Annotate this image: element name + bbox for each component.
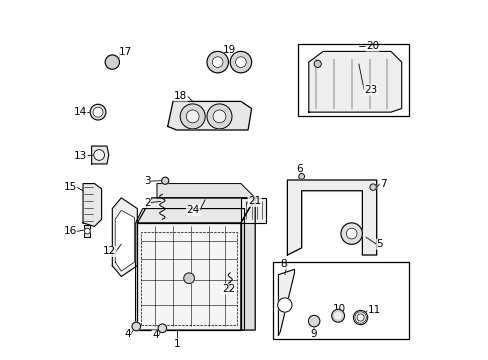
Circle shape — [277, 298, 291, 312]
Circle shape — [340, 223, 362, 244]
Polygon shape — [287, 180, 376, 255]
Text: 16: 16 — [63, 226, 77, 237]
Circle shape — [94, 150, 104, 160]
Text: 10: 10 — [332, 303, 345, 314]
Text: 19: 19 — [223, 45, 236, 55]
Text: 1: 1 — [173, 339, 180, 348]
Polygon shape — [137, 198, 255, 223]
Circle shape — [206, 104, 231, 129]
Text: 18: 18 — [174, 91, 187, 101]
Polygon shape — [278, 269, 294, 336]
Text: 20: 20 — [365, 41, 378, 51]
Text: 3: 3 — [143, 176, 150, 186]
Circle shape — [369, 184, 376, 190]
Text: 4: 4 — [152, 330, 159, 341]
Circle shape — [186, 110, 199, 123]
Polygon shape — [308, 51, 401, 112]
Circle shape — [346, 228, 356, 239]
Circle shape — [180, 104, 205, 129]
Circle shape — [353, 310, 367, 325]
Circle shape — [206, 51, 228, 73]
Circle shape — [84, 228, 90, 234]
Circle shape — [313, 60, 321, 67]
Circle shape — [162, 177, 168, 184]
Circle shape — [93, 107, 103, 117]
Text: 13: 13 — [74, 151, 87, 161]
Text: 2: 2 — [143, 198, 150, 207]
Polygon shape — [84, 225, 90, 237]
Text: 23: 23 — [364, 85, 377, 95]
Circle shape — [298, 174, 304, 179]
Text: 22: 22 — [222, 284, 235, 294]
Circle shape — [90, 104, 106, 120]
Polygon shape — [137, 223, 241, 330]
Text: 7: 7 — [380, 179, 386, 189]
Text: 15: 15 — [63, 182, 77, 192]
Circle shape — [334, 312, 341, 319]
Polygon shape — [241, 198, 265, 223]
Circle shape — [235, 57, 246, 67]
Circle shape — [331, 309, 344, 322]
Text: 12: 12 — [102, 247, 116, 256]
Polygon shape — [115, 210, 134, 271]
Bar — [298, 44, 408, 116]
Polygon shape — [157, 184, 255, 198]
Text: 5: 5 — [376, 239, 383, 249]
Text: 21: 21 — [247, 197, 261, 206]
Circle shape — [354, 312, 366, 323]
Circle shape — [213, 110, 225, 123]
Polygon shape — [112, 198, 137, 276]
Text: 8: 8 — [280, 259, 287, 269]
Circle shape — [356, 314, 364, 321]
Text: 11: 11 — [367, 305, 380, 315]
Text: 4: 4 — [124, 329, 131, 339]
Text: 9: 9 — [310, 329, 316, 339]
Polygon shape — [241, 198, 255, 330]
Polygon shape — [83, 184, 102, 226]
Text: 14: 14 — [73, 107, 86, 117]
Circle shape — [230, 51, 251, 73]
Circle shape — [212, 57, 223, 67]
Circle shape — [158, 324, 166, 333]
Polygon shape — [91, 146, 108, 164]
Circle shape — [105, 55, 119, 69]
Circle shape — [183, 273, 194, 284]
Text: 24: 24 — [186, 205, 200, 215]
Circle shape — [132, 322, 140, 331]
Text: 17: 17 — [119, 47, 132, 57]
Polygon shape — [167, 102, 251, 130]
Bar — [272, 262, 408, 339]
Circle shape — [308, 315, 319, 327]
Polygon shape — [135, 208, 244, 330]
Text: 6: 6 — [296, 164, 303, 174]
